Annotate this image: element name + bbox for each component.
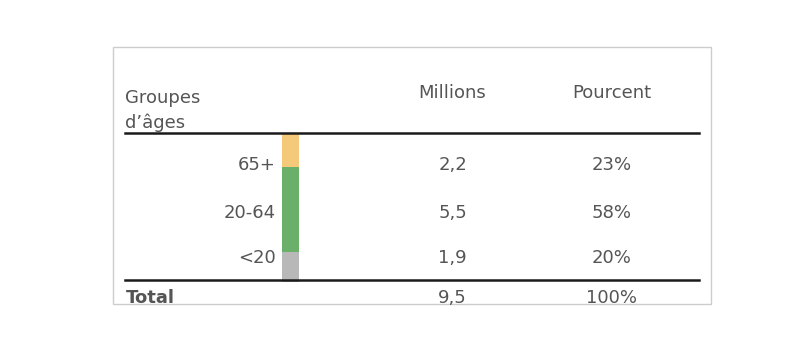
- Text: 1,9: 1,9: [438, 249, 467, 267]
- Text: 20%: 20%: [591, 249, 630, 267]
- Text: 58%: 58%: [591, 204, 630, 222]
- Bar: [282, 133, 299, 167]
- Text: Pourcent: Pourcent: [571, 84, 650, 102]
- Bar: [282, 167, 299, 253]
- Text: 100%: 100%: [585, 289, 636, 307]
- Text: 20-64: 20-64: [223, 204, 275, 222]
- Text: Groupes
d’âges: Groupes d’âges: [125, 89, 201, 131]
- Text: 5,5: 5,5: [438, 204, 467, 222]
- Text: 2,2: 2,2: [438, 156, 467, 174]
- Text: 9,5: 9,5: [438, 289, 467, 307]
- Text: Millions: Millions: [418, 84, 486, 102]
- Text: <20: <20: [238, 249, 275, 267]
- Text: 23%: 23%: [591, 156, 630, 174]
- Text: 65+: 65+: [238, 156, 275, 174]
- Bar: [282, 253, 299, 282]
- Text: Total: Total: [125, 289, 174, 307]
